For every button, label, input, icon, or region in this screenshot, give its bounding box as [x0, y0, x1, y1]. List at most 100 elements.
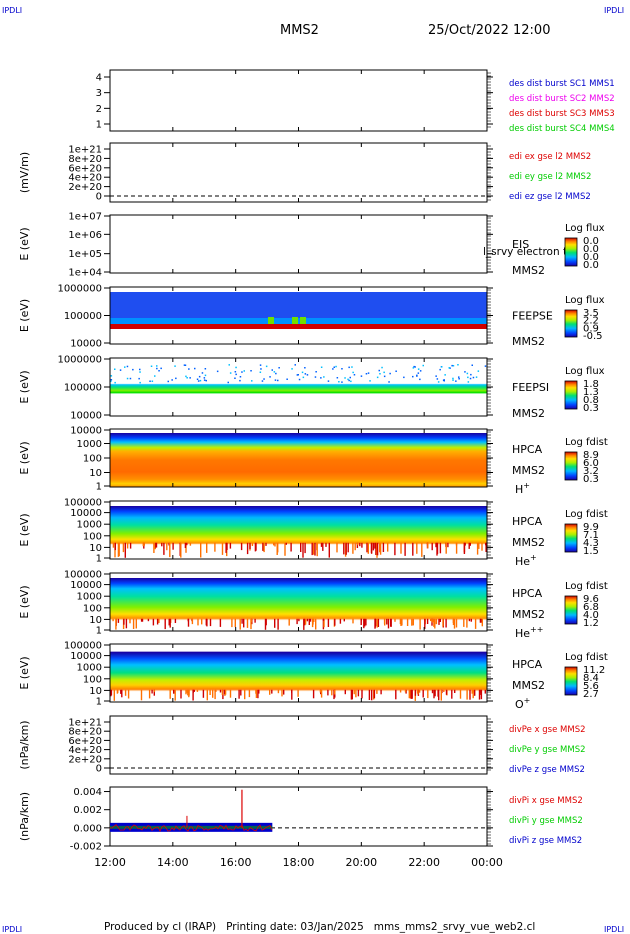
hpca-low-energy-speck [328, 542, 330, 558]
hpca-low-energy-speck [141, 618, 144, 622]
feepsi-speck [260, 368, 262, 370]
hpca-low-energy-speck [186, 542, 188, 546]
hpca-low-energy-speck [126, 542, 129, 549]
hpca-low-energy-speck [257, 689, 259, 699]
hpca-low-energy-speck [400, 542, 402, 554]
hpca-low-energy-speck [152, 618, 155, 626]
hpca-low-energy-speck [480, 689, 482, 695]
hpca-low-energy-speck [386, 618, 388, 625]
feepsi-speck [338, 381, 340, 383]
hpca-low-energy-speck [263, 542, 265, 553]
panels-group: 1 2 3 4 des dist burst SC1 MMS1 des dist burs… [18, 69, 615, 853]
feepsi-speck [369, 380, 371, 382]
ytick-label: 1000 [77, 520, 102, 531]
hpca-low-energy-speck [357, 689, 360, 697]
hpca-low-energy-speck [180, 542, 182, 558]
feepsi-speck [271, 369, 273, 371]
hpca-low-energy-speck [187, 618, 189, 622]
hpca-low-energy-speck [209, 618, 212, 627]
ytick-label: 100 [83, 674, 102, 685]
hpca-low-energy-speck [121, 689, 123, 698]
feepsi-speck [298, 378, 301, 381]
hpca-low-energy-speck [364, 618, 366, 627]
hpca-low-energy-speck [189, 542, 192, 546]
hpca-low-energy-speck [169, 689, 171, 699]
hpca-low-energy-speck [376, 542, 379, 556]
colorbar-tick: 1.5 [583, 546, 599, 557]
hpca-low-energy-speck [431, 618, 433, 623]
hpca-low-energy-speck [476, 542, 479, 555]
hpca-low-energy-speck [312, 618, 314, 625]
feepsi-speck [296, 374, 299, 376]
ytick-label: 10 [89, 468, 102, 479]
time-tick-label: 22:00 [408, 856, 440, 869]
feepsi-speck [184, 364, 187, 366]
hpca-low-energy-speck [274, 618, 276, 628]
feepsi-speck [132, 368, 134, 371]
feepsi-speck [379, 373, 381, 375]
hpca-low-energy-speck [334, 618, 336, 626]
hpca-low-energy-speck [306, 618, 309, 622]
feepsi-speck [156, 365, 158, 367]
feepsi-speck [470, 373, 472, 376]
hpca-low-energy-speck [422, 689, 424, 698]
hpca-low-energy-speck [434, 618, 436, 629]
feepsi-speck [449, 367, 451, 369]
hpca-low-energy-speck [288, 618, 290, 626]
hpca-low-energy-speck [439, 618, 441, 622]
ytick-label: 1000000 [57, 355, 102, 366]
colorbar-tick: 0.3 [583, 474, 599, 485]
hpca-low-energy-speck [445, 618, 447, 628]
hpca-low-energy-speck [400, 618, 402, 626]
instrument-label: HPCA [512, 658, 543, 671]
hpca-low-energy-speck [404, 689, 407, 693]
hpca-low-energy-speck [352, 542, 354, 554]
hpca-low-energy-speck [169, 542, 171, 558]
panel-frame [109, 214, 488, 274]
hpca-low-energy-speck [265, 618, 267, 626]
feepsi-speck [167, 380, 169, 383]
ylabel: E (eV) [18, 370, 31, 403]
hpca-low-energy-speck [368, 689, 371, 700]
hpca-low-energy-speck [452, 618, 455, 625]
feepsi-speck [197, 380, 200, 382]
hpca-low-energy-speck [224, 689, 226, 695]
feepsi-speck [201, 372, 204, 374]
hpca-low-energy-speck [325, 542, 327, 547]
legend-entry: divPi y gse MMS2 [509, 816, 583, 826]
feepsi-speck [188, 368, 190, 370]
hpca-low-energy-speck [187, 689, 189, 696]
hpca-low-energy-speck [463, 618, 465, 627]
corner-label-top-left: IPDLI [2, 6, 22, 15]
hpca-h-spectrogram [110, 433, 487, 487]
colorbar-tick: 0.8 [583, 395, 599, 406]
legend-entry: des dist burst SC1 MMS1 [509, 79, 615, 89]
hpca-low-energy-speck [129, 618, 131, 624]
feepsi-speck [114, 381, 116, 384]
hpca-low-energy-speck [214, 689, 216, 700]
hpca-low-energy-speck [481, 618, 483, 627]
legend-entry: des dist burst SC3 MMS3 [509, 109, 615, 119]
ytick-label: 4 [96, 73, 102, 84]
feepsi-speck [239, 379, 241, 382]
hpca-low-energy-speck [371, 689, 373, 701]
colorbar [564, 666, 578, 696]
hpca-low-energy-speck [345, 542, 347, 555]
hpca-low-energy-speck [251, 542, 254, 546]
hpca-low-energy-speck [166, 542, 168, 551]
instrument-label: HPCA [512, 443, 543, 456]
feepsi-speck [234, 377, 236, 379]
hpca-low-energy-speck [478, 542, 480, 549]
feepsi-speck [458, 378, 460, 380]
colorbar-title: Log fdist [565, 652, 608, 663]
hpca-low-energy-speck [468, 618, 471, 622]
feepsi-speck [452, 377, 454, 380]
feepsi-speck [472, 376, 475, 379]
colorbar [564, 595, 578, 625]
legend-entry: divPi z gse MMS2 [509, 836, 582, 846]
colorbar-tick: 8.9 [583, 450, 599, 461]
hpca-low-energy-speck [285, 542, 287, 545]
hpca-low-energy-speck [319, 689, 322, 693]
hpca-low-energy-speck [438, 689, 440, 701]
hpca-low-energy-speck [155, 542, 157, 548]
